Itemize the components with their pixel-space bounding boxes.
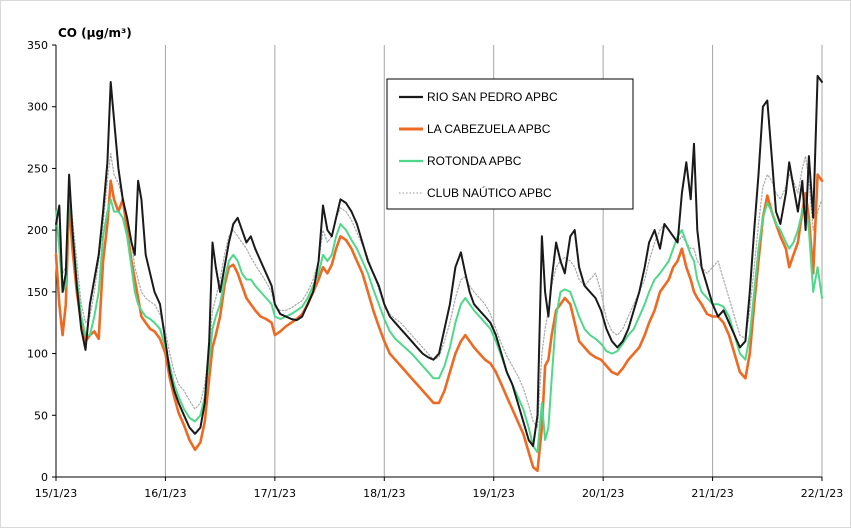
series-lines <box>54 74 824 473</box>
x-tick-label: 18/1/23 <box>363 487 405 500</box>
y-tick-label: 300 <box>27 101 48 114</box>
legend-label: CLUB NAÚTICO APBC <box>427 185 552 200</box>
x-tick-label: 21/1/23 <box>691 487 733 500</box>
x-tick-label: 15/1/23 <box>35 487 77 500</box>
y-tick-label: 100 <box>27 348 48 361</box>
legend: RIO SAN PEDRO APBC LA CABEZUELA APBC ROTON… <box>386 78 634 210</box>
y-ticks: 0 50 100 150 200 250 300 350 <box>27 39 56 484</box>
x-tick-label: 17/1/23 <box>254 487 296 500</box>
x-tick-label: 16/1/23 <box>144 487 186 500</box>
legend-box <box>386 78 634 210</box>
y-tick-label: 200 <box>27 224 48 237</box>
legend-label: LA CABEZUELA APBC <box>427 122 551 136</box>
series-line-1 <box>54 173 824 473</box>
y-tick-label: 350 <box>27 39 48 52</box>
y-tick-label: 50 <box>34 409 48 422</box>
y-axis-label: CO (µg/m³) <box>58 26 132 40</box>
legend-label: RIO SAN PEDRO APBC <box>427 90 558 104</box>
x-tick-label: 20/1/23 <box>582 487 624 500</box>
legend-label: ROTONDA APBC <box>427 154 522 168</box>
x-ticks: 15/1/23 16/1/23 17/1/23 18/1/23 19/1/23 20/1/… <box>35 477 843 500</box>
y-tick-label: 250 <box>27 162 48 175</box>
series-line-2 <box>55 179 823 454</box>
y-tick-label: 150 <box>27 286 48 299</box>
series-line-0 <box>55 74 823 448</box>
y-tick-label: 0 <box>41 471 48 484</box>
x-tick-label: 19/1/23 <box>473 487 515 500</box>
x-tick-label: 22/1/23 <box>801 487 843 500</box>
